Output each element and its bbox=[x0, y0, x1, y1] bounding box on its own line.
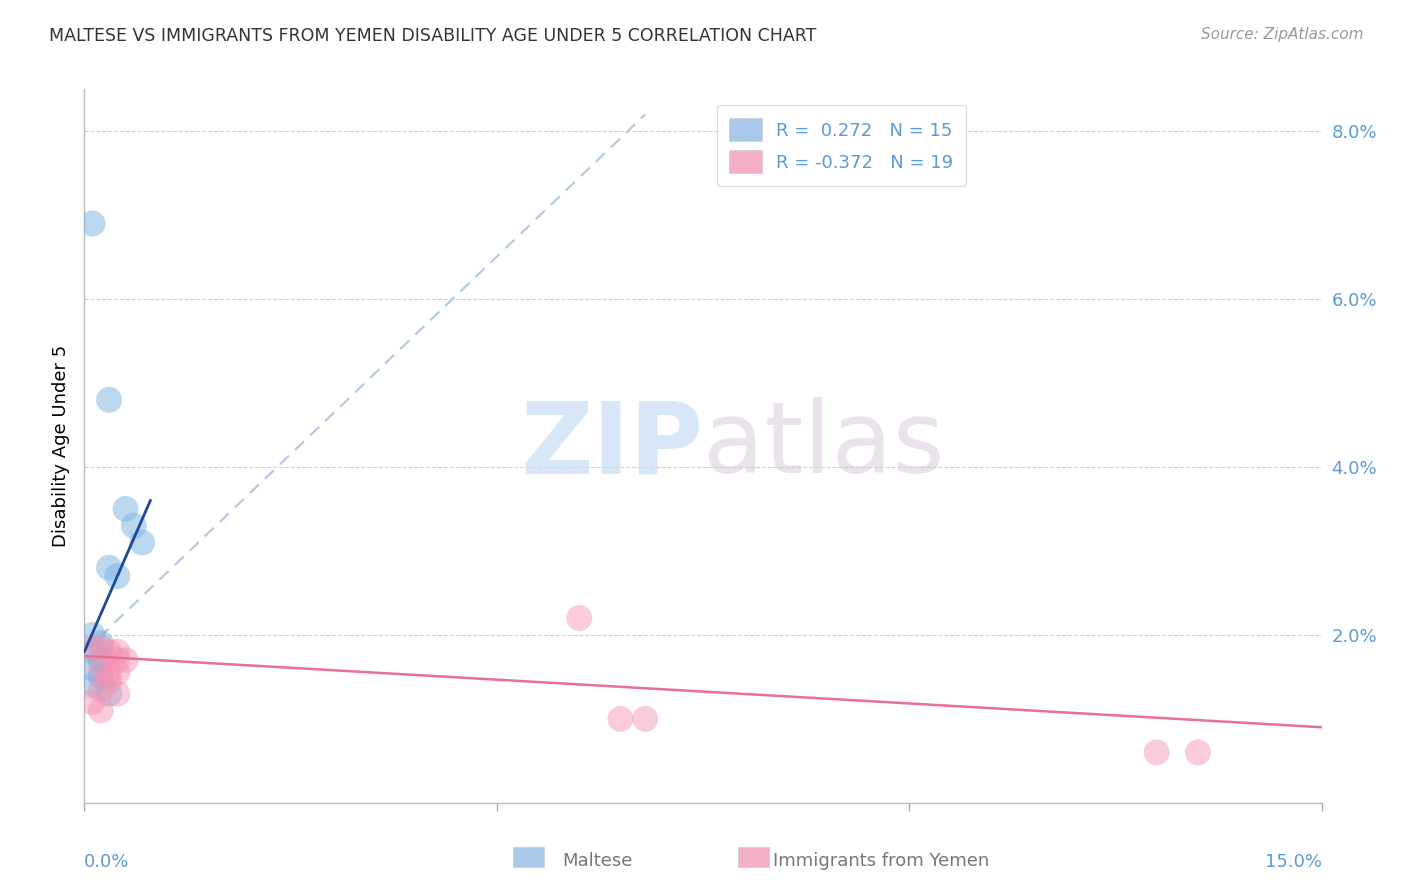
Point bbox=[1187, 746, 1209, 760]
Point bbox=[105, 645, 128, 659]
Point bbox=[90, 703, 112, 717]
Point bbox=[82, 628, 104, 642]
Text: 15.0%: 15.0% bbox=[1264, 853, 1322, 871]
Text: ZIP: ZIP bbox=[520, 398, 703, 494]
Point bbox=[98, 560, 121, 574]
Point bbox=[98, 392, 121, 407]
Point bbox=[98, 645, 121, 659]
Point bbox=[1146, 746, 1168, 760]
Point bbox=[90, 640, 112, 655]
Point bbox=[90, 670, 112, 684]
Point bbox=[105, 653, 128, 667]
Point bbox=[131, 535, 153, 549]
Legend: R =  0.272   N = 15, R = -0.372   N = 19: R = 0.272 N = 15, R = -0.372 N = 19 bbox=[717, 105, 966, 186]
Point bbox=[609, 712, 631, 726]
Text: Immigrants from Yemen: Immigrants from Yemen bbox=[773, 852, 990, 870]
Point bbox=[105, 687, 128, 701]
Y-axis label: Disability Age Under 5: Disability Age Under 5 bbox=[52, 345, 70, 547]
Point bbox=[82, 217, 104, 231]
Point bbox=[114, 653, 136, 667]
Point bbox=[634, 712, 657, 726]
Text: Maltese: Maltese bbox=[562, 852, 633, 870]
Point bbox=[105, 569, 128, 583]
Point bbox=[82, 678, 104, 692]
Point bbox=[105, 665, 128, 680]
Text: 0.0%: 0.0% bbox=[84, 853, 129, 871]
Text: MALTESE VS IMMIGRANTS FROM YEMEN DISABILITY AGE UNDER 5 CORRELATION CHART: MALTESE VS IMMIGRANTS FROM YEMEN DISABIL… bbox=[49, 27, 817, 45]
Point bbox=[98, 687, 121, 701]
Point bbox=[122, 518, 145, 533]
Point bbox=[568, 611, 591, 625]
Point bbox=[82, 661, 104, 675]
Point bbox=[90, 682, 112, 697]
Point bbox=[98, 674, 121, 689]
Point bbox=[114, 502, 136, 516]
Text: Source: ZipAtlas.com: Source: ZipAtlas.com bbox=[1201, 27, 1364, 42]
Point bbox=[90, 653, 112, 667]
Point bbox=[90, 636, 112, 650]
Text: atlas: atlas bbox=[703, 398, 945, 494]
Point bbox=[90, 661, 112, 675]
Point bbox=[98, 665, 121, 680]
Point bbox=[82, 645, 104, 659]
Point bbox=[82, 640, 104, 655]
Point bbox=[82, 695, 104, 709]
